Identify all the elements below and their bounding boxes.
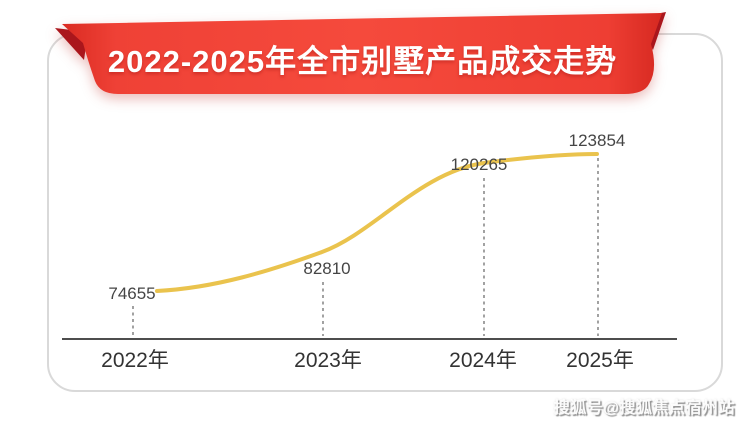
watermark: 搜狐号@搜狐焦点宿州站	[553, 400, 735, 417]
axis-label-2025: 2025年	[566, 349, 634, 372]
data-label-2023: 82810	[303, 259, 351, 278]
data-label-2025: 123854	[568, 131, 626, 150]
banner-title: 2022-2025年全市别墅产品成交走势	[107, 43, 618, 79]
ribbon-banner	[55, 12, 666, 94]
ribbon-body	[62, 13, 662, 94]
axis-label-2023: 2023年	[294, 349, 362, 372]
trend-line	[155, 152, 599, 293]
data-label-2024: 120265	[450, 155, 508, 174]
axis-label-2022: 2022年	[101, 349, 169, 372]
data-label-2022: 74655	[108, 284, 156, 303]
axis-label-2024: 2024年	[449, 349, 517, 372]
